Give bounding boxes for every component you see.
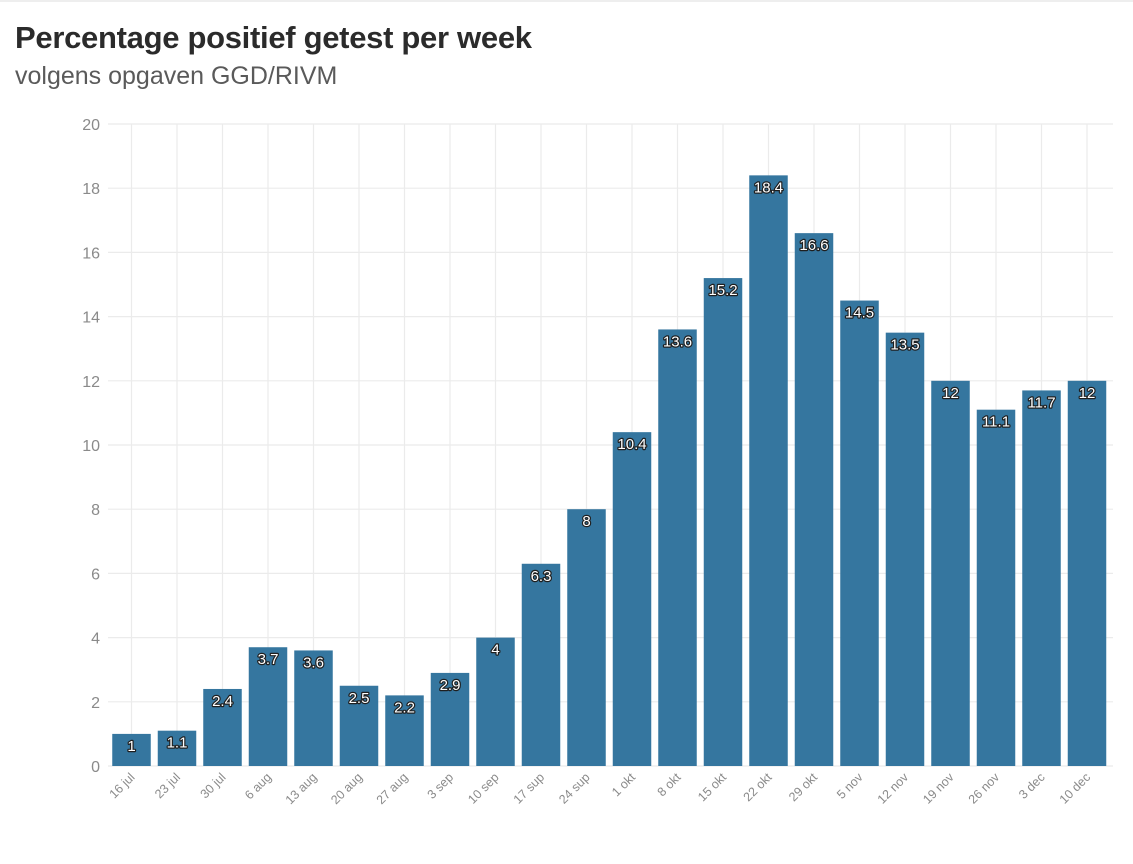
- bar: [749, 175, 788, 767]
- bar: [339, 685, 379, 766]
- data-label: 10.4: [617, 436, 646, 453]
- x-tick-label: 15 okt: [695, 770, 729, 804]
- bar: [612, 432, 652, 766]
- y-tick-label: 6: [91, 566, 100, 583]
- x-tick-label: 3 sep: [425, 770, 457, 802]
- x-tick-label: 27 aug: [374, 770, 411, 807]
- data-label: 8: [582, 513, 590, 530]
- data-label: 18.4: [754, 179, 783, 196]
- y-tick-label: 8: [91, 502, 100, 519]
- data-label: 11.1: [982, 414, 1010, 431]
- bar: [385, 695, 424, 766]
- bar: [931, 380, 970, 766]
- data-label: 2.4: [212, 693, 233, 710]
- data-label: 14.5: [845, 305, 874, 322]
- y-tick-label: 10: [82, 438, 100, 455]
- top-rule: [0, 0, 1133, 2]
- data-label: 12: [942, 385, 959, 402]
- x-tick-label: 6 aug: [242, 770, 274, 802]
- x-tick-label: 29 okt: [786, 770, 820, 804]
- data-label: 3.7: [258, 651, 279, 668]
- y-tick-label: 4: [91, 631, 100, 648]
- data-label: 12: [1079, 385, 1096, 402]
- chart-subtitle: volgens opgaven GGD/RIVM: [15, 62, 338, 90]
- x-tick-label: 1 okt: [609, 770, 638, 799]
- bar: [976, 409, 1016, 766]
- y-tick-label: 16: [82, 245, 100, 262]
- data-label: 15.2: [708, 282, 737, 299]
- data-label: 6.3: [531, 568, 552, 585]
- x-tick-label: 16 jul: [107, 770, 138, 801]
- bar: [430, 672, 470, 766]
- x-tick-label: 12 nov: [875, 770, 912, 807]
- x-tick-label: 17 sup: [511, 770, 547, 806]
- x-tick-label: 13 aug: [283, 770, 320, 807]
- y-tick-label: 2: [91, 695, 100, 712]
- bar: [1067, 380, 1107, 766]
- bar: [112, 733, 151, 766]
- data-label: 1.1: [167, 735, 188, 752]
- data-label: 16.6: [799, 237, 828, 254]
- x-tick-label: 24 sup: [556, 770, 592, 806]
- x-tick-label: 20 aug: [328, 770, 365, 807]
- bar: [885, 332, 925, 766]
- x-tick-label: 3 dec: [1016, 770, 1048, 802]
- x-tick-label: 23 jul: [152, 770, 183, 801]
- x-tick-label: 8 okt: [655, 770, 684, 799]
- bar: [203, 688, 242, 766]
- data-label: 2.5: [349, 690, 370, 707]
- data-label: 13.5: [890, 337, 919, 354]
- y-tick-label: 12: [82, 374, 100, 391]
- x-tick-label: 22 okt: [741, 770, 775, 804]
- bar: [703, 278, 743, 766]
- data-label: 13.6: [663, 333, 692, 350]
- x-tick-label: 10 sep: [465, 770, 501, 806]
- x-axis-ticks: 16 jul 23 jul 30 jul 6 aug 13 aug 20 aug 27 au…: [107, 770, 1094, 807]
- bar: [1022, 390, 1061, 766]
- data-label: 1: [127, 738, 135, 755]
- bar: [794, 233, 834, 766]
- y-axis-ticks: 0 2 4 6 8 10 12 14 16 18 20: [82, 117, 100, 776]
- data-label: 2.2: [394, 699, 415, 716]
- x-tick-label: 10 dec: [1057, 770, 1093, 806]
- x-tick-label: 26 nov: [966, 770, 1003, 807]
- data-label: 2.9: [440, 677, 461, 694]
- bar: [248, 647, 288, 766]
- chart-title: Percentage positief getest per week: [15, 20, 532, 55]
- y-tick-label: 0: [91, 759, 100, 776]
- bar-layer: [112, 175, 1107, 767]
- y-tick-label: 14: [82, 310, 100, 327]
- bar: [840, 300, 879, 766]
- data-label: 4: [491, 642, 499, 659]
- x-tick-label: 5 nov: [834, 770, 866, 802]
- y-tick-label: 18: [82, 181, 100, 198]
- data-label: 3.6: [303, 654, 324, 671]
- x-tick-label: 30 jul: [198, 770, 229, 801]
- y-tick-label: 20: [82, 117, 100, 134]
- bar: [294, 650, 333, 766]
- bar: [658, 329, 697, 766]
- bar: [157, 730, 197, 766]
- bar: [521, 563, 561, 766]
- bar: [567, 509, 606, 766]
- data-label: 11.7: [1027, 394, 1055, 411]
- data-label-layer: 1 1.12.43.7 3.62.52.22.946.3810.413.615.21…: [126, 178, 1096, 756]
- x-tick-label: 19 nov: [920, 770, 957, 807]
- bar: [476, 637, 515, 766]
